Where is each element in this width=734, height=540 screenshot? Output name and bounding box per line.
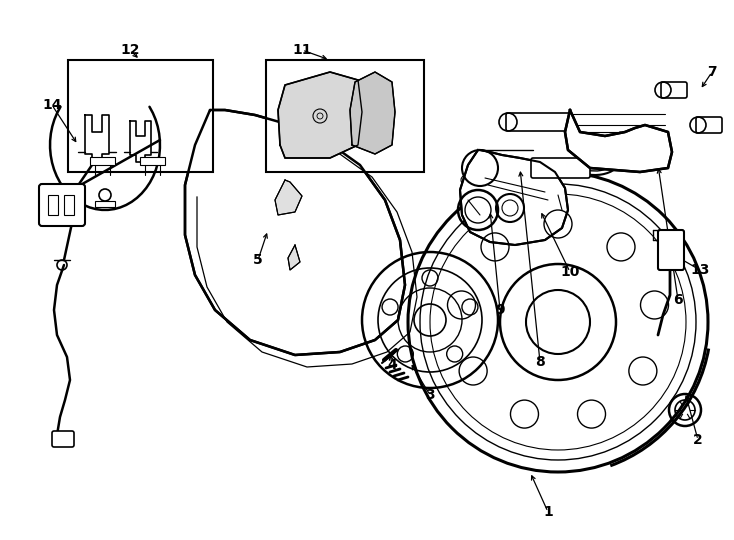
Text: 8: 8 bbox=[535, 355, 545, 369]
Text: 2: 2 bbox=[693, 433, 703, 447]
Bar bbox=[140, 157, 165, 165]
Polygon shape bbox=[288, 245, 300, 270]
Text: 1: 1 bbox=[543, 505, 553, 519]
FancyBboxPatch shape bbox=[696, 117, 722, 133]
Text: 10: 10 bbox=[560, 265, 580, 279]
Text: 12: 12 bbox=[120, 43, 139, 57]
Polygon shape bbox=[460, 150, 568, 245]
Text: 11: 11 bbox=[292, 43, 312, 57]
Bar bbox=[48, 195, 58, 215]
Polygon shape bbox=[565, 110, 672, 172]
Bar bbox=[64, 195, 74, 215]
Text: 7: 7 bbox=[707, 65, 717, 79]
Text: 9: 9 bbox=[495, 303, 505, 317]
FancyBboxPatch shape bbox=[658, 230, 684, 270]
Bar bbox=[95, 201, 115, 207]
Text: 14: 14 bbox=[43, 98, 62, 112]
Polygon shape bbox=[278, 72, 362, 158]
FancyBboxPatch shape bbox=[506, 113, 570, 131]
FancyBboxPatch shape bbox=[39, 184, 85, 226]
Polygon shape bbox=[185, 110, 405, 355]
Text: 13: 13 bbox=[690, 263, 710, 277]
Polygon shape bbox=[275, 180, 302, 215]
Text: 6: 6 bbox=[673, 293, 683, 307]
Text: 3: 3 bbox=[425, 388, 435, 402]
Text: 4: 4 bbox=[387, 358, 397, 372]
Bar bbox=[90, 157, 115, 165]
Text: 5: 5 bbox=[253, 253, 263, 267]
Bar bbox=[266, 60, 424, 172]
FancyBboxPatch shape bbox=[661, 82, 687, 98]
Bar bbox=[68, 60, 213, 172]
Polygon shape bbox=[350, 72, 395, 154]
FancyBboxPatch shape bbox=[531, 158, 590, 178]
FancyBboxPatch shape bbox=[52, 431, 74, 447]
